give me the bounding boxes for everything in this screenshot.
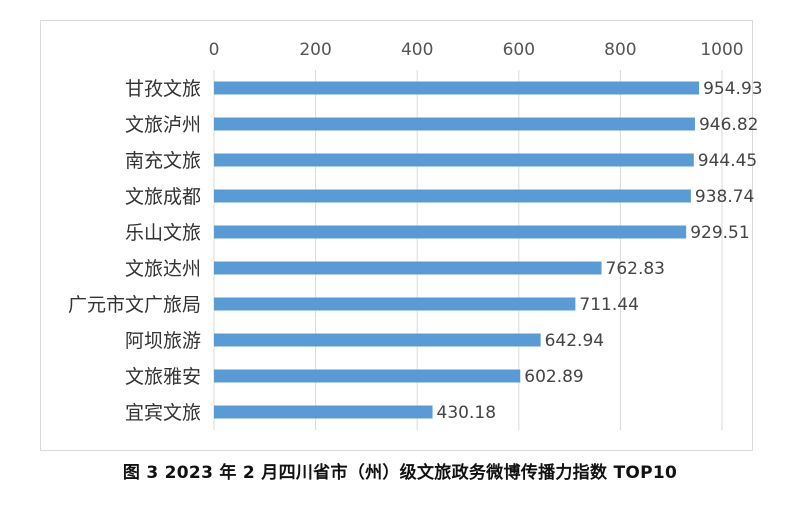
x-tick-label: 800 (604, 40, 636, 60)
category-label: 文旅达州 (125, 258, 201, 280)
bar (214, 117, 695, 131)
category-label: 文旅泸州 (125, 114, 201, 136)
x-tick-label: 400 (401, 40, 433, 60)
bar (214, 405, 433, 419)
data-label: 711.44 (579, 295, 638, 315)
data-label: 762.83 (606, 259, 665, 279)
category-label: 阿坝旅游 (125, 330, 201, 352)
data-label: 929.51 (690, 223, 749, 243)
category-label: 文旅成都 (125, 186, 201, 208)
bar (214, 225, 687, 239)
data-label: 642.94 (545, 331, 604, 351)
bar (214, 333, 541, 347)
data-label: 938.74 (695, 187, 754, 207)
category-label: 南充文旅 (125, 150, 201, 172)
category-label: 广元市文广旅局 (68, 294, 201, 316)
data-label: 946.82 (699, 115, 758, 135)
data-label: 944.45 (698, 151, 757, 171)
x-tick-label: 0 (209, 40, 220, 60)
data-label: 602.89 (524, 367, 583, 387)
bar (214, 153, 694, 167)
bar (214, 189, 691, 203)
bar (214, 261, 602, 275)
figure-caption: 图 3 2023 年 2 月四川省市（州）级文旅政务微博传播力指数 TOP10 (122, 463, 678, 483)
bar (214, 81, 700, 95)
category-label: 甘孜文旅 (125, 78, 201, 100)
bar (214, 369, 521, 383)
data-label: 954.93 (703, 79, 762, 99)
x-tick-label: 200 (299, 40, 331, 60)
category-label: 乐山文旅 (125, 222, 201, 244)
category-label: 文旅雅安 (125, 366, 201, 388)
x-tick-label: 600 (503, 40, 535, 60)
x-tick-label: 1000 (700, 40, 743, 60)
data-label: 430.18 (437, 403, 496, 423)
category-label: 宜宾文旅 (125, 402, 201, 424)
bar (214, 297, 576, 311)
